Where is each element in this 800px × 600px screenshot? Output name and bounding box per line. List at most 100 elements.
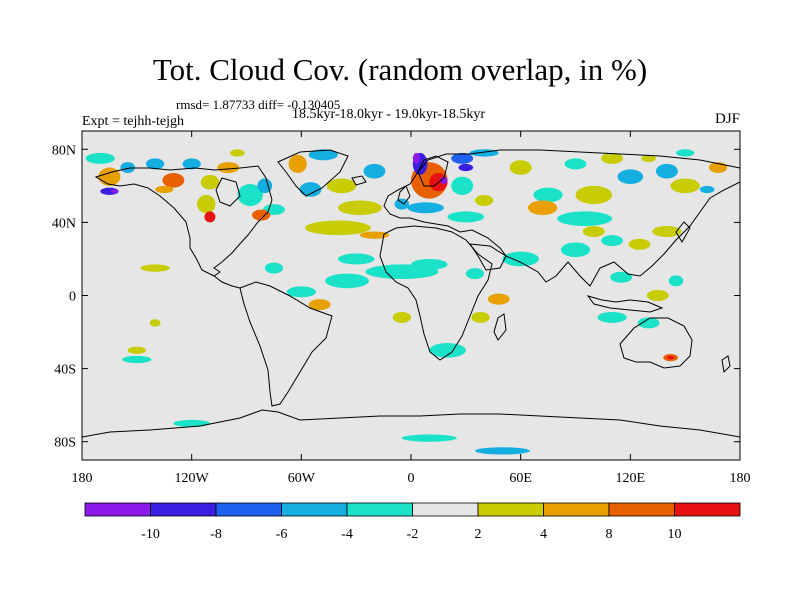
colorbar-label: -4 <box>341 527 353 542</box>
y-tick-label: 80N <box>52 143 76 158</box>
x-tick-label: 180 <box>72 471 93 486</box>
anomaly-patch <box>465 268 485 280</box>
y-tick-label: 80S <box>54 436 76 451</box>
coastline-madagascar <box>493 313 507 341</box>
anomaly-patch <box>575 185 613 205</box>
x-tick-label: 180 <box>730 471 751 486</box>
y-tick-label: 40N <box>52 216 76 231</box>
anomaly-patch <box>337 253 375 265</box>
anomaly-patch <box>474 194 494 206</box>
anomaly-patch <box>200 174 220 190</box>
anomaly-patch <box>98 167 121 186</box>
anomaly-patch <box>458 163 474 172</box>
anomaly-patch <box>502 251 539 267</box>
map-background <box>82 131 740 460</box>
coastline-indonesia <box>586 295 664 313</box>
x-tick-label: 60E <box>509 471 532 486</box>
period-line: 18.5kyr-18.0kyr - 19.0kyr-18.5kyr <box>292 107 486 122</box>
anomaly-patch <box>447 211 485 223</box>
anomaly-patch <box>217 162 240 174</box>
anomaly-patch <box>451 176 474 195</box>
anomaly-patch <box>155 185 174 194</box>
x-tick-label: 60W <box>288 471 316 486</box>
anomaly-patch <box>100 187 119 195</box>
colorbar-box <box>543 502 610 517</box>
anomaly-patch <box>111 189 119 194</box>
anomaly-patch <box>471 311 490 323</box>
coastline-japan <box>675 221 691 243</box>
colorbar-box <box>674 502 741 517</box>
anomaly-patch <box>288 154 307 174</box>
stats-line: rmsd= 1.87733 diff= -0.130405 <box>176 97 341 112</box>
coastline-central-america <box>213 275 241 289</box>
coastline-new-zealand <box>721 355 731 374</box>
anomaly-patch <box>337 200 382 216</box>
coastline-south-america <box>239 281 333 407</box>
x-tick-label: 120E <box>616 471 646 486</box>
anomaly-patch <box>237 184 263 206</box>
anomaly-patch <box>359 231 390 239</box>
anomaly-patch <box>557 211 613 227</box>
coastline-iceland <box>351 175 367 186</box>
anomaly-patch <box>122 355 152 364</box>
y-tick-label: 40S <box>54 363 76 378</box>
coastline-scandinavia <box>417 155 449 187</box>
anomaly-patch <box>407 202 444 214</box>
coastline-eurasia <box>383 149 740 287</box>
anomaly-patch <box>264 262 284 274</box>
anomaly-patch <box>299 182 322 197</box>
colorbar-label: 2 <box>475 527 482 542</box>
anomaly-patch <box>363 163 386 179</box>
anomaly-patch <box>127 346 146 354</box>
coastline-arabia <box>468 243 507 271</box>
anomaly-patch <box>699 185 715 194</box>
anomaly-patch <box>411 258 448 270</box>
anomaly-patch <box>533 187 563 203</box>
map-axes: 180 120W 60W 0 60E 120E 180 80N 40N 0 40S 80S <box>52 131 751 486</box>
anomaly-patch <box>286 286 316 298</box>
colorbar-box <box>84 502 151 517</box>
anomaly-patch <box>670 178 700 194</box>
coastline-greenland <box>277 149 349 197</box>
coastline-africa <box>379 225 493 361</box>
anomaly-patch <box>429 343 466 358</box>
anomaly-patch <box>597 311 627 323</box>
anomaly-patch <box>325 273 369 289</box>
anomaly-patch <box>641 154 656 163</box>
colorbar-box <box>150 502 217 517</box>
anomaly-patch <box>412 152 421 164</box>
y-tick-label: 0 <box>69 290 76 305</box>
colorbar-label: -10 <box>141 527 160 542</box>
colorbar-box <box>477 502 544 517</box>
colorbar-box <box>608 502 675 517</box>
anomaly-patch <box>564 158 587 170</box>
coastline-hudson-bay <box>215 177 241 207</box>
coastline-australia <box>619 317 693 369</box>
anomaly-patch <box>676 149 695 157</box>
anomaly-patch <box>440 176 448 185</box>
colorbar-box <box>346 502 413 517</box>
anomaly-patch <box>182 158 201 170</box>
anomaly-patch <box>120 162 136 174</box>
x-tick-label: 0 <box>408 471 415 486</box>
anomaly-patch <box>230 149 245 157</box>
anomaly-patch <box>601 235 624 247</box>
anomaly-patch <box>474 447 530 455</box>
anomaly-patch <box>610 271 633 283</box>
coastlines <box>82 149 740 438</box>
colorbar-box <box>215 502 282 517</box>
anomaly-patch <box>204 211 216 223</box>
anomaly-patch <box>652 226 682 238</box>
colorbar-label: -6 <box>276 527 288 542</box>
anomaly-patch <box>140 264 170 272</box>
anomaly-patch <box>646 290 669 301</box>
colorbar-box <box>281 502 348 517</box>
anomaly-patch <box>162 173 185 188</box>
anomaly-patch <box>308 299 331 311</box>
anomaly-patch <box>197 194 216 214</box>
anomaly-patch <box>655 163 678 179</box>
anomaly-patch <box>85 152 115 164</box>
anomaly-patch <box>666 355 675 360</box>
x-tick-label: 120W <box>175 471 210 486</box>
